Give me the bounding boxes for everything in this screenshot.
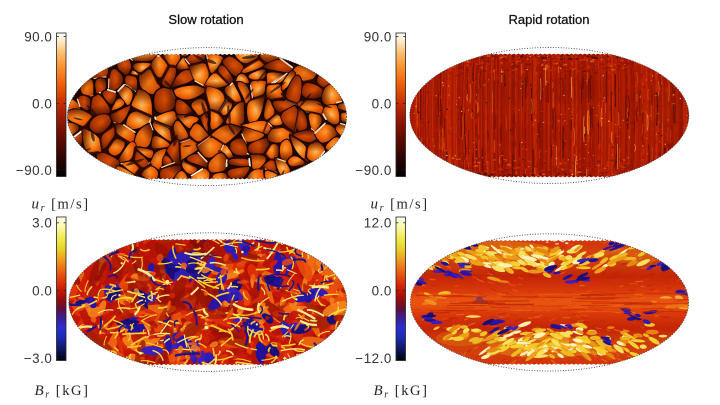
svg-text:Br[kG]: Br [kG]	[35, 383, 90, 401]
svg-text:0.0: 0.0	[372, 284, 392, 299]
svg-text:−90.0: −90.0	[16, 163, 52, 178]
svg-text:Slow rotation: Slow rotation	[168, 12, 243, 27]
svg-text:0.0: 0.0	[372, 96, 392, 111]
svg-text:−12.0: −12.0	[355, 351, 391, 366]
svg-text:0.0: 0.0	[32, 96, 52, 111]
svg-text:90.0: 90.0	[364, 29, 392, 44]
svg-text:Br[kG]: Br [kG]	[374, 383, 429, 401]
svg-text:0.0: 0.0	[32, 284, 52, 299]
svg-text:Rapid rotation: Rapid rotation	[509, 12, 590, 27]
svg-text:ur[m/s]: ur [m/s]	[371, 197, 429, 215]
svg-text:90.0: 90.0	[24, 29, 52, 44]
svg-text:ur[m/s]: ur [m/s]	[32, 197, 90, 215]
svg-text:3.0: 3.0	[32, 216, 52, 231]
svg-text:−3.0: −3.0	[24, 351, 52, 366]
svg-text:12.0: 12.0	[364, 216, 392, 231]
svg-text:−90.0: −90.0	[355, 163, 391, 178]
